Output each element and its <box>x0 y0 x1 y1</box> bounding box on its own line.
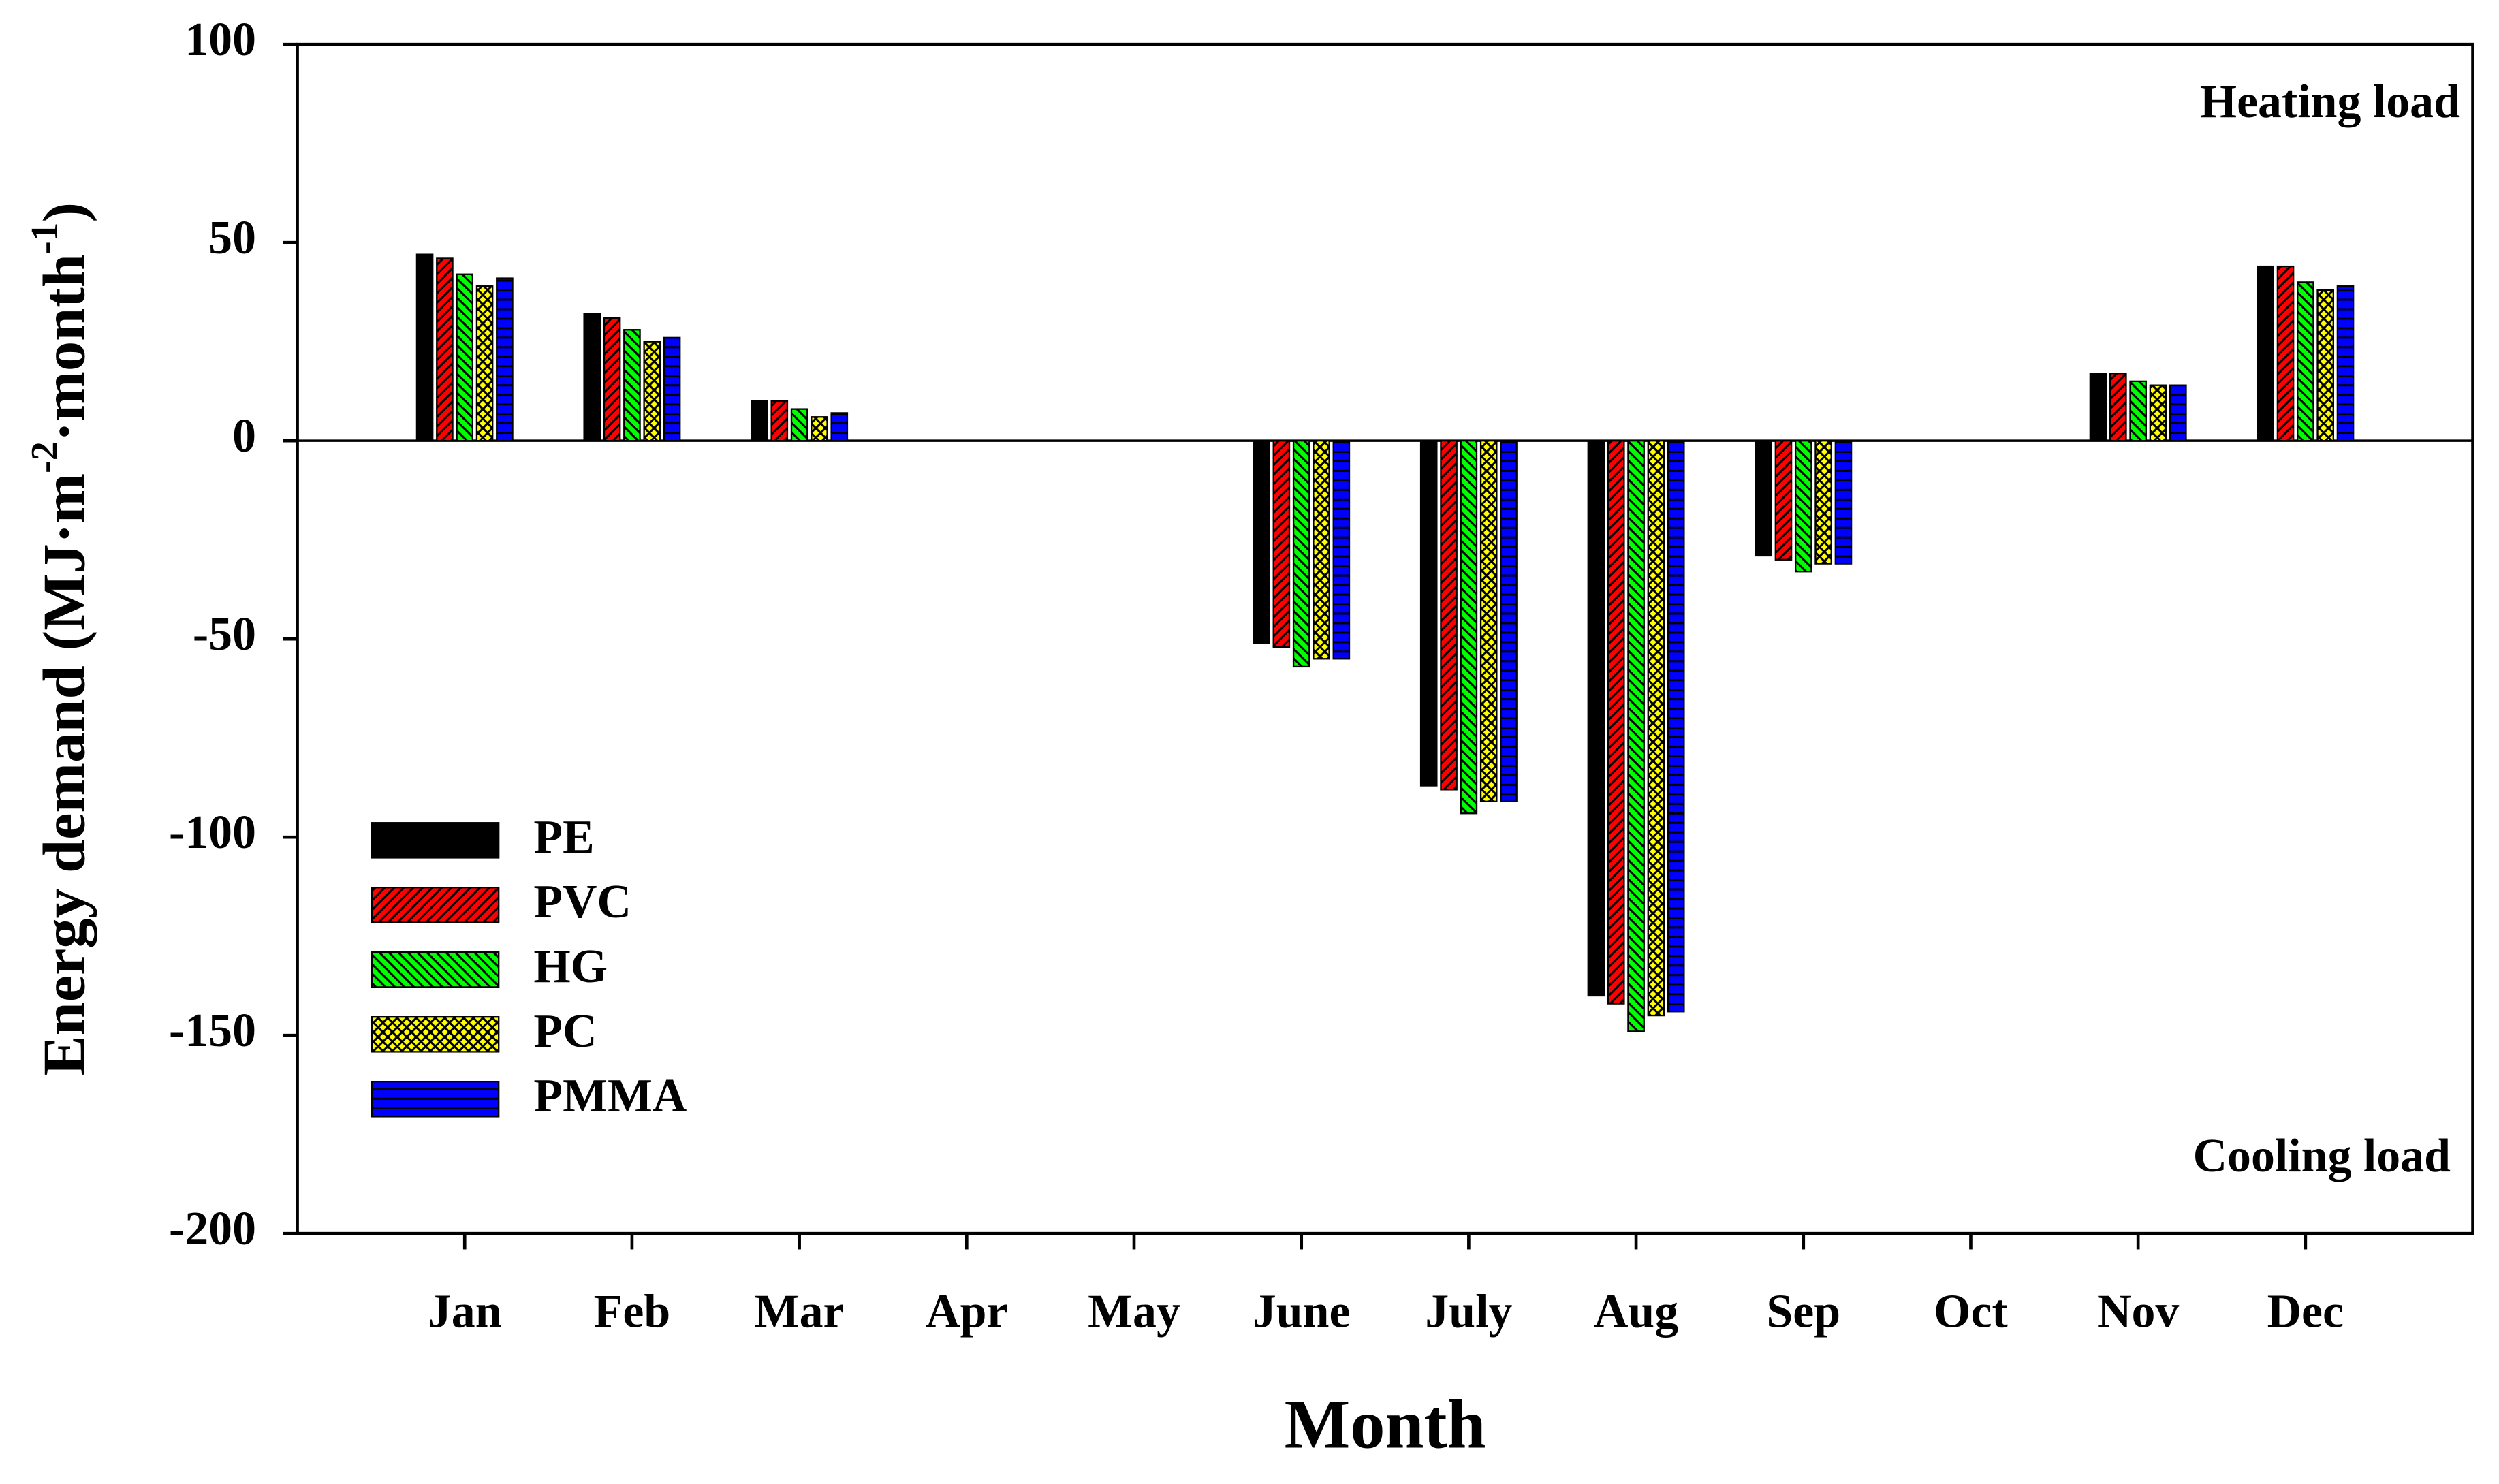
bar <box>1440 440 1458 791</box>
bar <box>1647 440 1665 1017</box>
legend-swatch <box>371 822 500 859</box>
bar <box>1774 440 1793 561</box>
bar <box>1313 440 1330 660</box>
y-tick-label: 50 <box>208 212 256 264</box>
bar <box>475 285 494 442</box>
bar <box>583 313 601 442</box>
bar <box>1607 440 1625 1005</box>
legend-swatch <box>371 1016 500 1053</box>
y-label-exponent: -2 <box>24 441 66 473</box>
y-tick-label: 100 <box>185 14 256 66</box>
bar <box>456 273 474 442</box>
bar <box>2169 384 2187 442</box>
y-tick-label: -200 <box>169 1203 256 1255</box>
legend-label: PMMA <box>533 1070 687 1122</box>
bar <box>770 400 789 442</box>
bar <box>1500 440 1518 802</box>
legend-label: HG <box>533 941 608 993</box>
bar <box>1627 440 1645 1032</box>
bar <box>415 253 434 442</box>
x-tick-label: June <box>1253 1285 1351 1338</box>
bar <box>2129 380 2147 442</box>
legend-swatch <box>371 1080 500 1118</box>
legend-swatch <box>371 887 500 923</box>
y-axis-label: Energy demand (MJ·m-2·month-1) <box>24 202 98 1075</box>
bar <box>1667 440 1685 1013</box>
bar <box>1460 440 1478 815</box>
y-tick-label: -100 <box>169 806 256 859</box>
bar <box>811 416 828 442</box>
x-tick-label: Nov <box>2097 1285 2179 1338</box>
y-label-part: ) <box>31 202 98 222</box>
x-axis-label: Month <box>1285 1387 1486 1464</box>
annotation: Heating load <box>2200 76 2460 128</box>
bar <box>1834 440 1853 565</box>
bar <box>751 400 768 442</box>
bar <box>1479 440 1498 802</box>
x-tick-label: Aug <box>1594 1285 1678 1338</box>
bar <box>1292 440 1310 668</box>
bar <box>643 341 661 442</box>
bar <box>2257 265 2274 442</box>
bar <box>436 257 454 442</box>
y-tick-label: 0 <box>232 410 256 462</box>
bar <box>830 412 849 442</box>
bar <box>1587 440 1605 997</box>
x-tick-label: Feb <box>594 1285 670 1338</box>
bar <box>496 277 514 442</box>
bar <box>1332 440 1351 660</box>
bar <box>1755 440 1772 557</box>
y-label-part: ·month <box>31 254 98 441</box>
legend-label: PC <box>533 1005 597 1058</box>
legend-label: PE <box>533 811 594 864</box>
bar <box>1253 440 1270 644</box>
y-label-exponent: -1 <box>24 222 66 254</box>
x-tick-label: May <box>1088 1285 1180 1338</box>
bar <box>790 408 808 442</box>
bar <box>603 317 621 442</box>
legend-swatch <box>371 951 500 988</box>
bar <box>663 336 681 442</box>
y-tick-label: -150 <box>169 1005 256 1057</box>
x-tick-label: July <box>1425 1285 1512 1338</box>
bar <box>2089 373 2107 442</box>
bar <box>623 329 641 442</box>
x-tick-label: Apr <box>926 1285 1007 1338</box>
bar <box>2109 373 2127 442</box>
annotation: Cooling load <box>2193 1130 2451 1182</box>
bar <box>1272 440 1291 648</box>
y-label-part: Energy demand (MJ·m <box>31 473 98 1076</box>
bar <box>2149 384 2167 442</box>
bar <box>1794 440 1812 573</box>
legend-label: PVC <box>533 876 631 928</box>
bar <box>2276 265 2295 442</box>
x-tick-label: Sep <box>1766 1285 1840 1338</box>
bar <box>1419 440 1438 787</box>
bar <box>2297 281 2314 442</box>
y-tick-label: -50 <box>193 608 256 661</box>
x-tick-label: Mar <box>755 1285 845 1338</box>
bar <box>2336 285 2355 442</box>
bar <box>1814 440 1832 565</box>
x-tick-label: Oct <box>1934 1285 2008 1338</box>
plot-frame <box>296 42 2474 1235</box>
x-tick-label: Dec <box>2267 1285 2344 1338</box>
bar <box>2316 289 2334 442</box>
x-tick-label: Jan <box>428 1285 502 1338</box>
